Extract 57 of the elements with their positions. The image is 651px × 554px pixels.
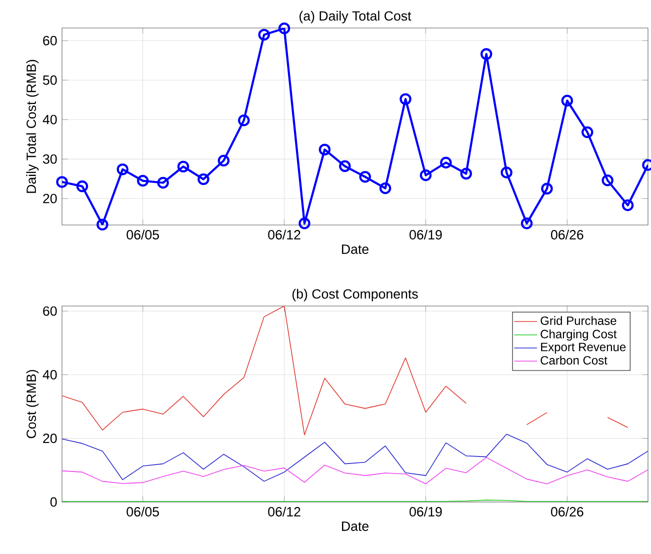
point — [520, 218, 533, 230]
y-tick-label: 0 — [50, 497, 57, 507]
point — [440, 156, 452, 168]
point — [136, 174, 149, 187]
x-tick-label: 06/26 — [551, 230, 584, 240]
line-series — [62, 434, 648, 482]
point — [116, 163, 128, 176]
point — [76, 180, 88, 192]
point — [298, 218, 310, 230]
point — [278, 22, 290, 34]
point — [238, 114, 250, 126]
point — [480, 48, 492, 60]
y-tick-label: 20 — [43, 194, 57, 204]
y-tick-label: 30 — [42, 154, 57, 164]
point — [420, 169, 432, 182]
x-axis-title: Date — [342, 522, 368, 531]
point — [400, 93, 412, 105]
y-tick-label: 20 — [43, 434, 57, 444]
x-tick-label: 06/19 — [410, 230, 442, 240]
point — [318, 144, 331, 156]
point — [177, 160, 190, 172]
x-axis-title: Date — [342, 244, 368, 254]
point — [339, 160, 351, 172]
y-axis-title: Cost (RMB) — [26, 370, 39, 438]
legend-label: Charging Cost — [540, 329, 617, 341]
point — [157, 176, 169, 189]
y-tick-label: 60 — [43, 306, 57, 316]
legend-label: Grid Purchase — [540, 316, 616, 325]
point — [198, 173, 210, 186]
chart-title: (b) Cost Components — [292, 288, 418, 302]
point — [582, 126, 594, 138]
point — [258, 28, 270, 41]
y-tick-label: 40 — [42, 114, 57, 124]
point — [359, 170, 371, 183]
y-tick-label: 60 — [43, 36, 57, 46]
x-tick-label: 06/05 — [126, 230, 159, 240]
x-tick-label: 06/12 — [268, 506, 300, 516]
point — [561, 94, 574, 106]
y-tick-label: 50 — [43, 75, 57, 85]
x-tick-label: 06/12 — [268, 230, 300, 240]
point — [460, 168, 472, 180]
point — [602, 174, 614, 186]
point — [218, 154, 230, 167]
y-axis-title: Daily Total Cost (RMB) — [26, 60, 39, 193]
point — [96, 218, 108, 230]
chart-title: (a) Daily Total Cost — [300, 10, 412, 24]
point — [379, 182, 392, 194]
point — [56, 176, 68, 188]
y-tick-label: 40 — [42, 370, 57, 380]
point — [500, 166, 512, 178]
x-tick-label: 06/26 — [551, 506, 584, 516]
x-tick-label: 06/05 — [126, 506, 159, 516]
legend-label: Export Revenue — [541, 342, 626, 354]
point — [622, 199, 634, 212]
x-tick-label: 06/19 — [410, 506, 442, 516]
legend-label: Carbon Cost — [540, 356, 608, 365]
point — [541, 182, 553, 195]
